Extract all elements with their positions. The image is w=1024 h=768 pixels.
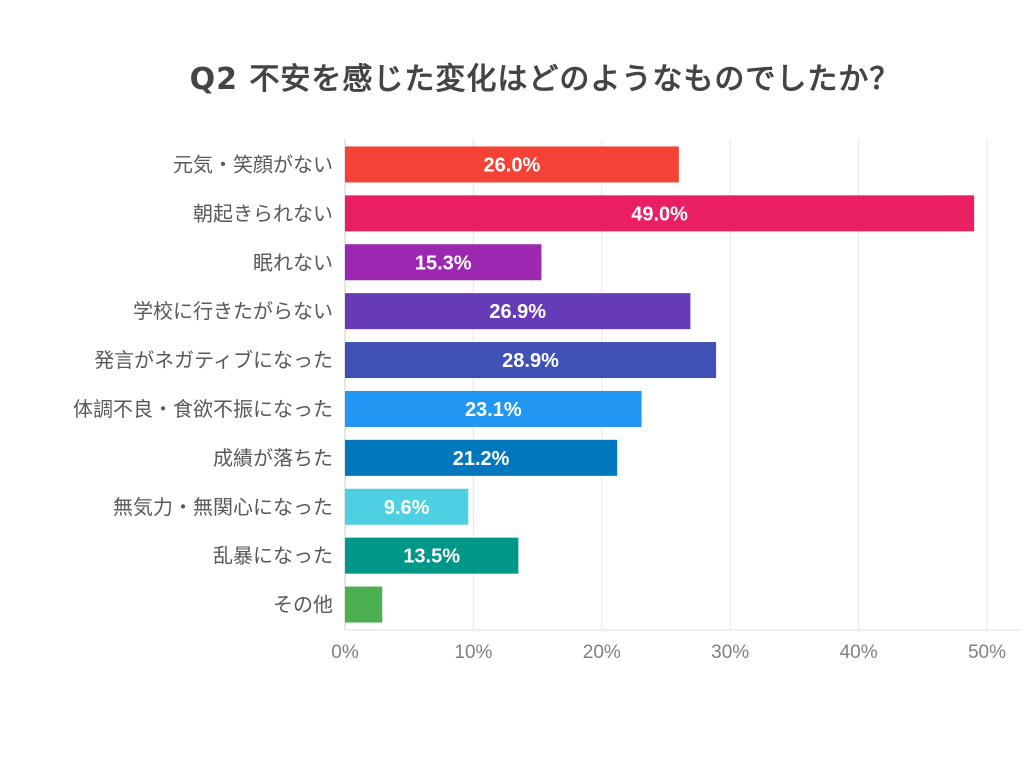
x-tick-label: 0%: [331, 642, 359, 663]
data-label: 26.0%: [484, 154, 541, 176]
data-label: 13.5%: [403, 546, 460, 568]
x-tick-label: 20%: [583, 642, 621, 663]
data-label: 21.2%: [453, 448, 510, 470]
bar: [345, 537, 519, 574]
category-label: 乱暴になった: [213, 544, 333, 568]
data-label: 15.3%: [415, 252, 472, 274]
category-labels: 元気・笑顔がない朝起きられない眠れない学校に行きたがらない発言がネガティブになっ…: [73, 152, 333, 616]
category-label: 朝起きられない: [193, 201, 333, 225]
category-label: その他: [273, 593, 333, 617]
bar: [345, 342, 717, 379]
bar: [345, 439, 618, 476]
bar: [345, 195, 975, 232]
category-label: 体調不良・食欲不振になった: [73, 397, 333, 421]
data-label: 26.9%: [489, 301, 546, 323]
data-label: 49.0%: [631, 203, 688, 225]
category-label: 眠れない: [253, 250, 333, 274]
bar: [345, 390, 642, 427]
bar: [345, 586, 383, 623]
x-tick-label: 50%: [968, 642, 1006, 663]
bar: [345, 488, 469, 525]
category-label: 学校に行きたがらない: [133, 299, 333, 323]
category-label: 発言がネガティブになった: [94, 348, 333, 372]
x-axis-ticks: 0% 10% 20% 30% 40% 50%: [331, 642, 1006, 663]
category-label: 無気力・無関心になった: [113, 495, 333, 519]
x-tick-label: 40%: [840, 642, 878, 663]
bar: [345, 146, 679, 183]
data-label: 28.9%: [502, 350, 559, 372]
data-label: 23.1%: [465, 399, 522, 421]
bar: [345, 293, 691, 330]
category-label: 元気・笑顔がない: [173, 152, 333, 176]
x-tick-label: 30%: [711, 642, 749, 663]
bars: 26.0% 49.0% 15.3% 26.9% 28.9% 23.1% 21.2% 9.6% 1…: [345, 146, 975, 623]
chart-title: Q2 不安を感じた変化はどのようなものでしたか？: [189, 62, 901, 97]
category-label: 成績が落ちた: [213, 446, 333, 470]
bar: [345, 244, 542, 281]
data-label: 9.6%: [384, 497, 430, 519]
x-tick-label: 10%: [454, 642, 492, 663]
